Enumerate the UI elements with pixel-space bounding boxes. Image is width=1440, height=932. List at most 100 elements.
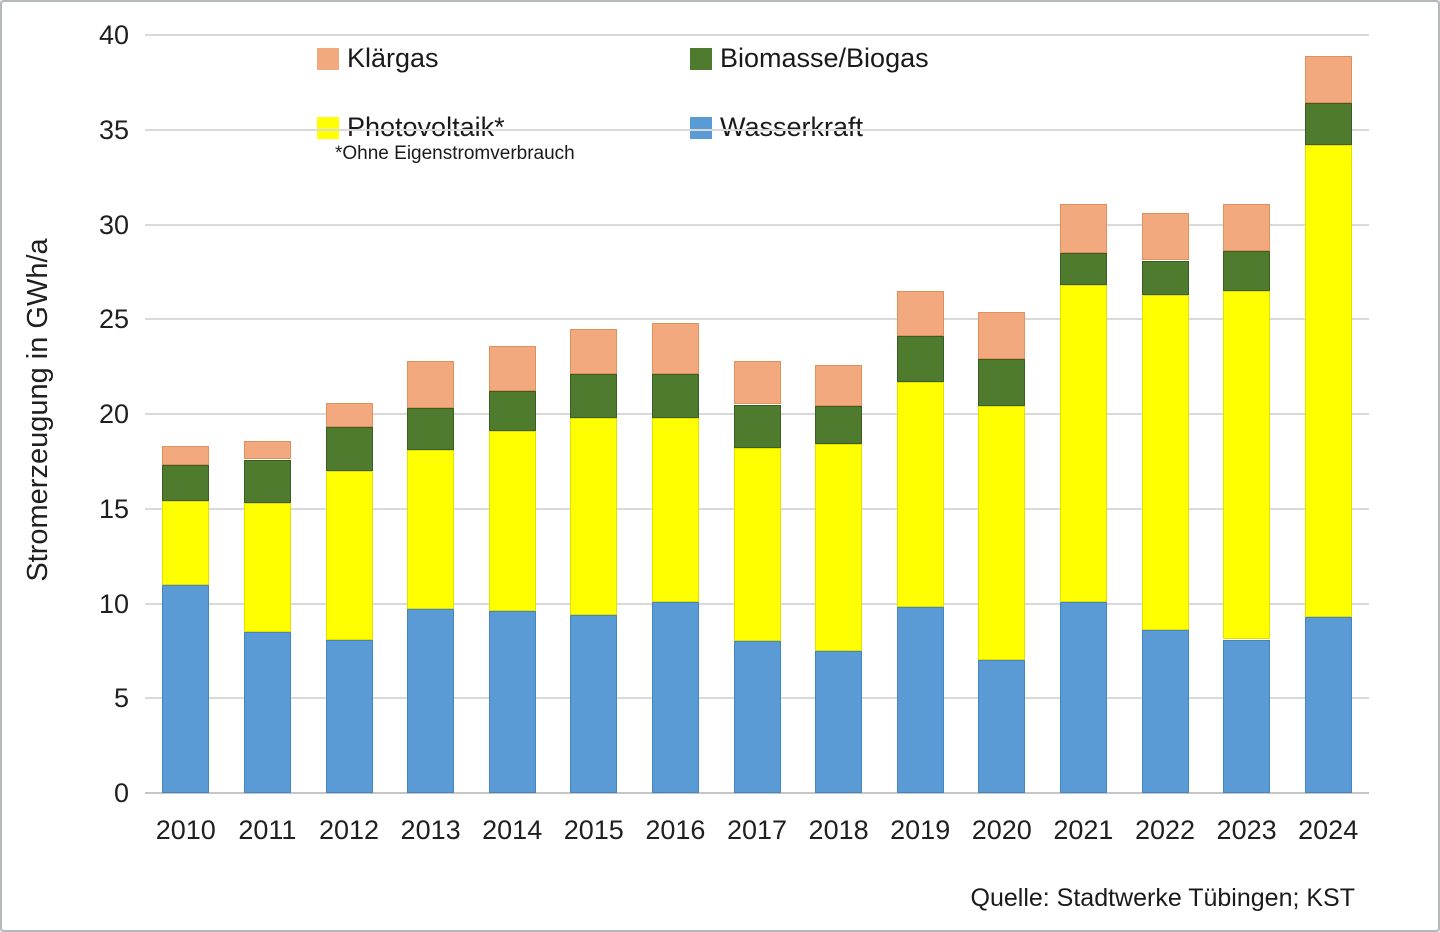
bar-segment-wasserkraft-2010 — [162, 584, 210, 793]
bar-segment-photovoltaik-2013 — [407, 450, 455, 610]
bar-segment-klrgas-2013 — [407, 360, 455, 409]
y-tick-label-35: 35 — [98, 115, 129, 145]
bar-segment-klrgas-2020 — [978, 311, 1026, 360]
y-tick-label-25: 25 — [98, 304, 129, 334]
bar-segment-photovoltaik-2018 — [815, 444, 863, 651]
bar-segment-biomassebiogas-2019 — [896, 336, 944, 382]
bar-segment-klrgas-2015 — [570, 328, 618, 375]
bar-segment-photovoltaik-2022 — [1141, 294, 1189, 630]
bar-segment-klrgas-2021 — [1059, 203, 1107, 253]
bar-segment-klrgas-2022 — [1141, 213, 1189, 261]
bar-segment-biomassebiogas-2018 — [815, 406, 863, 445]
bar-segment-wasserkraft-2019 — [896, 607, 944, 793]
bar-segment-photovoltaik-2020 — [978, 406, 1026, 661]
gridline-35 — [145, 129, 1369, 131]
bar-segment-wasserkraft-2013 — [407, 609, 455, 793]
bar-segment-photovoltaik-2021 — [1059, 285, 1107, 602]
x-axis-line — [145, 792, 1369, 794]
bar-segment-wasserkraft-2020 — [978, 660, 1026, 794]
legend-label-photovoltaik: Photovoltaik* — [347, 112, 505, 142]
bar-segment-klrgas-2012 — [325, 402, 373, 428]
x-tick-label-2011: 2011 — [238, 815, 297, 845]
bar-segment-biomassebiogas-2024 — [1304, 103, 1352, 145]
legend-swatch-photovoltaik — [317, 116, 339, 139]
bar-segment-biomassebiogas-2011 — [243, 459, 291, 504]
source-caption: Quelle: Stadtwerke Tübingen; KST — [970, 884, 1355, 912]
bar-segment-biomassebiogas-2023 — [1223, 251, 1271, 291]
bar-segment-klrgas-2010 — [162, 446, 210, 466]
y-tick-label-40: 40 — [98, 20, 129, 50]
bar-segment-wasserkraft-2018 — [815, 650, 863, 793]
y-tick-label-0: 0 — [113, 778, 129, 808]
bar-segment-biomassebiogas-2022 — [1141, 260, 1189, 295]
bar-segment-photovoltaik-2023 — [1223, 290, 1271, 640]
x-tick-label-2021: 2021 — [1053, 815, 1114, 845]
bar-segment-biomassebiogas-2021 — [1059, 252, 1107, 286]
bar-segment-photovoltaik-2011 — [243, 503, 291, 632]
bar-segment-klrgas-2019 — [896, 290, 944, 337]
legend-footnote: *Ohne Eigenstromverbrauch — [335, 143, 575, 164]
bar-segment-wasserkraft-2012 — [325, 639, 373, 793]
x-tick-label-2015: 2015 — [563, 815, 624, 845]
bar-segment-photovoltaik-2017 — [733, 448, 781, 642]
x-tick-label-2010: 2010 — [155, 815, 216, 845]
x-tick-label-2022: 2022 — [1134, 815, 1196, 845]
bar-segment-photovoltaik-2012 — [325, 470, 373, 640]
bar-segment-klrgas-2018 — [815, 364, 863, 407]
y-tick-label-15: 15 — [98, 494, 129, 524]
legend-item-photovoltaik: Photovoltaik* — [317, 112, 505, 143]
bar-segment-biomassebiogas-2014 — [488, 391, 536, 432]
x-tick-label-2012: 2012 — [318, 815, 380, 845]
x-tick-label-2013: 2013 — [400, 815, 461, 845]
bar-segment-photovoltaik-2024 — [1304, 144, 1352, 617]
gridline-40 — [145, 34, 1369, 36]
bar-segment-photovoltaik-2014 — [488, 431, 536, 612]
x-tick-label-2016: 2016 — [645, 815, 706, 845]
legend-label-wasserkraft: Wasserkraft — [720, 112, 864, 142]
bar-segment-wasserkraft-2014 — [488, 611, 536, 793]
legend-item-klaergas: Klärgas — [317, 43, 439, 74]
legend-item-biomasse: Biomasse/Biogas — [690, 43, 929, 74]
bar-segment-klrgas-2024 — [1304, 55, 1352, 104]
legend-label-klaergas: Klärgas — [347, 43, 439, 73]
bar-segment-biomassebiogas-2015 — [570, 374, 618, 418]
bar-segment-biomassebiogas-2010 — [162, 465, 210, 502]
legend-item-wasserkraft: Wasserkraft — [690, 112, 863, 143]
bar-segment-klrgas-2014 — [488, 345, 536, 392]
bar-segment-klrgas-2016 — [651, 323, 699, 375]
bar-segment-klrgas-2017 — [733, 360, 781, 405]
bar-segment-wasserkraft-2022 — [1141, 630, 1189, 793]
bar-segment-biomassebiogas-2016 — [651, 374, 699, 418]
bar-segment-wasserkraft-2015 — [570, 614, 618, 793]
bar-segment-photovoltaik-2015 — [570, 417, 618, 615]
x-tick-label-2019: 2019 — [890, 815, 951, 845]
bar-segment-biomassebiogas-2017 — [733, 404, 781, 449]
legend-label-biomasse: Biomasse/Biogas — [720, 43, 929, 73]
bar-segment-photovoltaik-2019 — [896, 381, 944, 608]
bar-segment-wasserkraft-2024 — [1304, 616, 1352, 793]
bar-segment-klrgas-2023 — [1223, 203, 1271, 252]
bar-segment-wasserkraft-2021 — [1059, 601, 1107, 793]
bar-segment-wasserkraft-2023 — [1223, 639, 1271, 793]
bar-segment-biomassebiogas-2013 — [407, 408, 455, 450]
x-tick-label-2020: 2020 — [971, 815, 1032, 845]
bar-segment-photovoltaik-2010 — [162, 501, 210, 585]
gridline-30 — [145, 224, 1369, 226]
bar-segment-klrgas-2011 — [243, 440, 291, 460]
gridline-25 — [145, 318, 1369, 320]
bar-segment-biomassebiogas-2012 — [325, 427, 373, 471]
bar-segment-wasserkraft-2016 — [651, 601, 699, 793]
x-tick-label-2018: 2018 — [808, 815, 869, 845]
y-tick-label-5: 5 — [113, 683, 129, 713]
x-tick-label-2017: 2017 — [726, 815, 788, 845]
legend-swatch-wasserkraft — [690, 116, 712, 139]
x-tick-label-2023: 2023 — [1216, 815, 1277, 845]
legend-swatch-klaergas — [317, 47, 339, 70]
y-tick-label-10: 10 — [98, 589, 129, 619]
bar-segment-biomassebiogas-2020 — [978, 359, 1026, 407]
bar-segment-photovoltaik-2016 — [651, 417, 699, 602]
y-tick-label-30: 30 — [98, 210, 129, 240]
y-tick-label-20: 20 — [98, 399, 129, 429]
bar-segment-wasserkraft-2011 — [243, 631, 291, 793]
